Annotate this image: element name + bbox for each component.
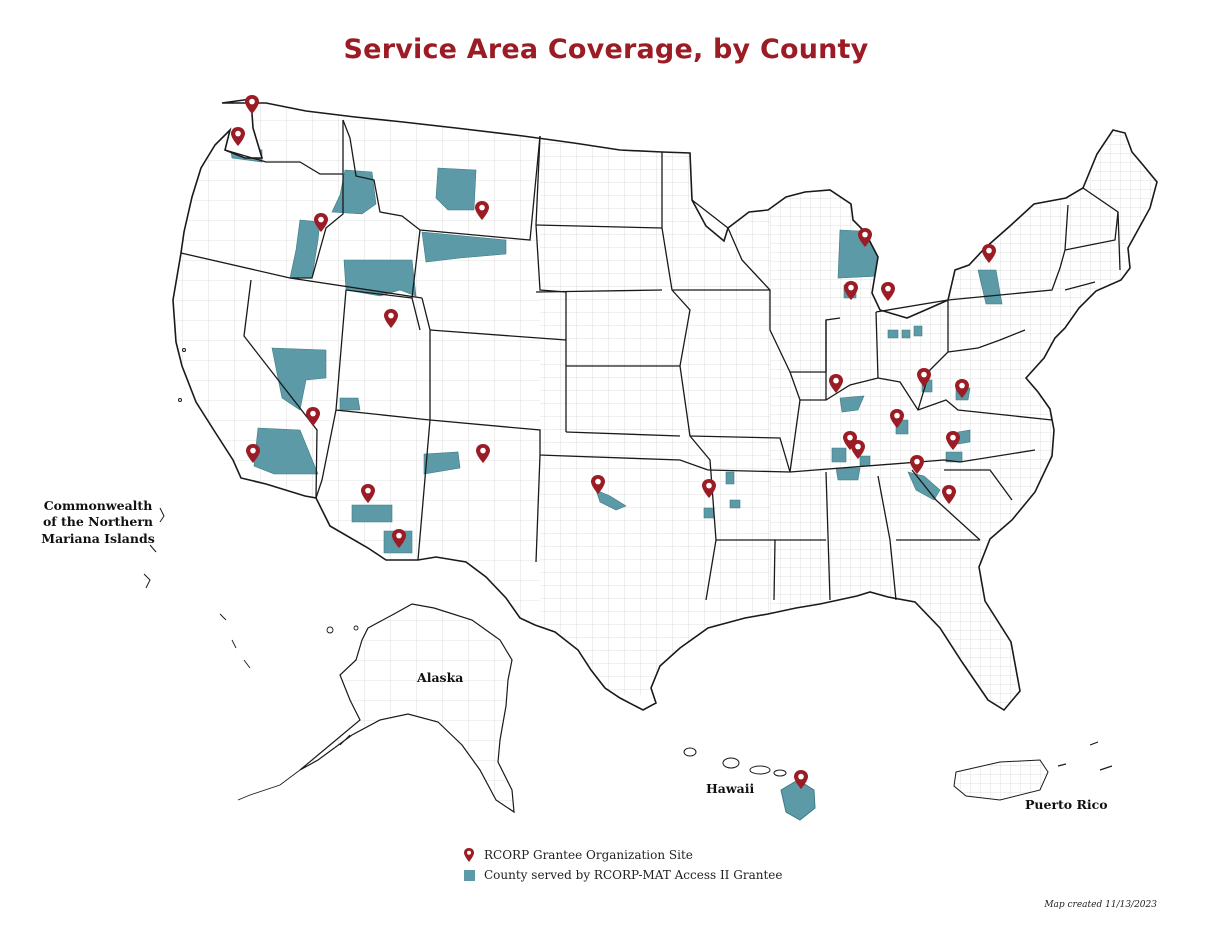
served-county-az-1 — [351, 504, 393, 523]
served-county-nv — [271, 347, 327, 411]
grantee-site-pin — [314, 213, 328, 232]
grantee-site-pin — [392, 529, 406, 548]
grantee-site-pin — [942, 485, 956, 504]
served-county-mt — [435, 167, 477, 211]
served-county-oh-1 — [887, 329, 899, 339]
served-county-oh-2 — [901, 329, 911, 339]
grantee-site-pin — [858, 228, 872, 247]
alaska — [219, 603, 515, 814]
served-county-oh-3 — [913, 325, 923, 337]
served-county-ok — [595, 489, 627, 511]
grantee-site-pin — [231, 127, 245, 146]
county-swatch — [462, 868, 476, 882]
served-county-ar-3 — [729, 499, 741, 509]
served-county-wy — [421, 231, 507, 263]
grantee-site-pin — [591, 475, 605, 494]
hawaii — [683, 747, 816, 821]
grantee-site-pin — [917, 368, 931, 387]
grantee-site-pin — [475, 201, 489, 220]
grantee-sites — [231, 95, 996, 789]
grantee-site-pin — [881, 282, 895, 301]
served-county-ky-1 — [839, 395, 865, 413]
map-pin-icon — [462, 848, 476, 862]
label-cnmi: Commonwealth of the Northern Mariana Isl… — [41, 498, 155, 546]
label-puerto-rico: Puerto Rico — [1025, 797, 1108, 812]
served-county-tn-3 — [859, 455, 871, 467]
served-county-tn-2 — [835, 467, 861, 481]
served-county-ar-2 — [703, 507, 715, 519]
map-title: Service Area Coverage, by County — [343, 34, 869, 65]
grantee-site-pin — [306, 407, 320, 426]
legend-row-county: County served by RCORP-MAT Access II Gra… — [462, 865, 782, 885]
grantee-site-pin — [851, 440, 865, 459]
legend-row-site: RCORP Grantee Organization Site — [462, 845, 782, 865]
grantee-site-pin — [702, 479, 716, 498]
map-credit: Map created 11/13/2023 — [1044, 900, 1157, 910]
cnmi-islands — [143, 348, 186, 589]
label-hawaii: Hawaii — [706, 781, 755, 796]
served-county-nm — [423, 451, 461, 475]
grantee-site-pin — [361, 484, 375, 503]
grantee-site-pin — [946, 431, 960, 450]
served-county-ar-1 — [725, 471, 735, 485]
grantee-site-pin — [794, 770, 808, 789]
label-alaska: Alaska — [417, 670, 464, 685]
legend-site-label: RCORP Grantee Organization Site — [484, 848, 693, 862]
grantee-site-pin — [245, 95, 259, 114]
grantee-site-pin — [982, 244, 996, 263]
legend-county-label: County served by RCORP-MAT Access II Gra… — [484, 868, 783, 882]
puerto-rico — [953, 741, 1113, 801]
grantee-site-pin — [829, 374, 843, 393]
grantee-site-pin — [476, 444, 490, 463]
grantee-site-pin — [910, 455, 924, 474]
contiguous-us — [172, 98, 1158, 711]
grantee-site-pin — [246, 444, 260, 463]
grantee-site-pin — [955, 379, 969, 398]
served-county-ut — [339, 397, 361, 411]
grantee-site-pin — [890, 409, 904, 428]
served-county-tn-1 — [831, 447, 847, 463]
legend: RCORP Grantee Organization Site County s… — [462, 845, 782, 885]
grantee-site-pin — [844, 281, 858, 300]
grantee-site-pin — [384, 309, 398, 328]
